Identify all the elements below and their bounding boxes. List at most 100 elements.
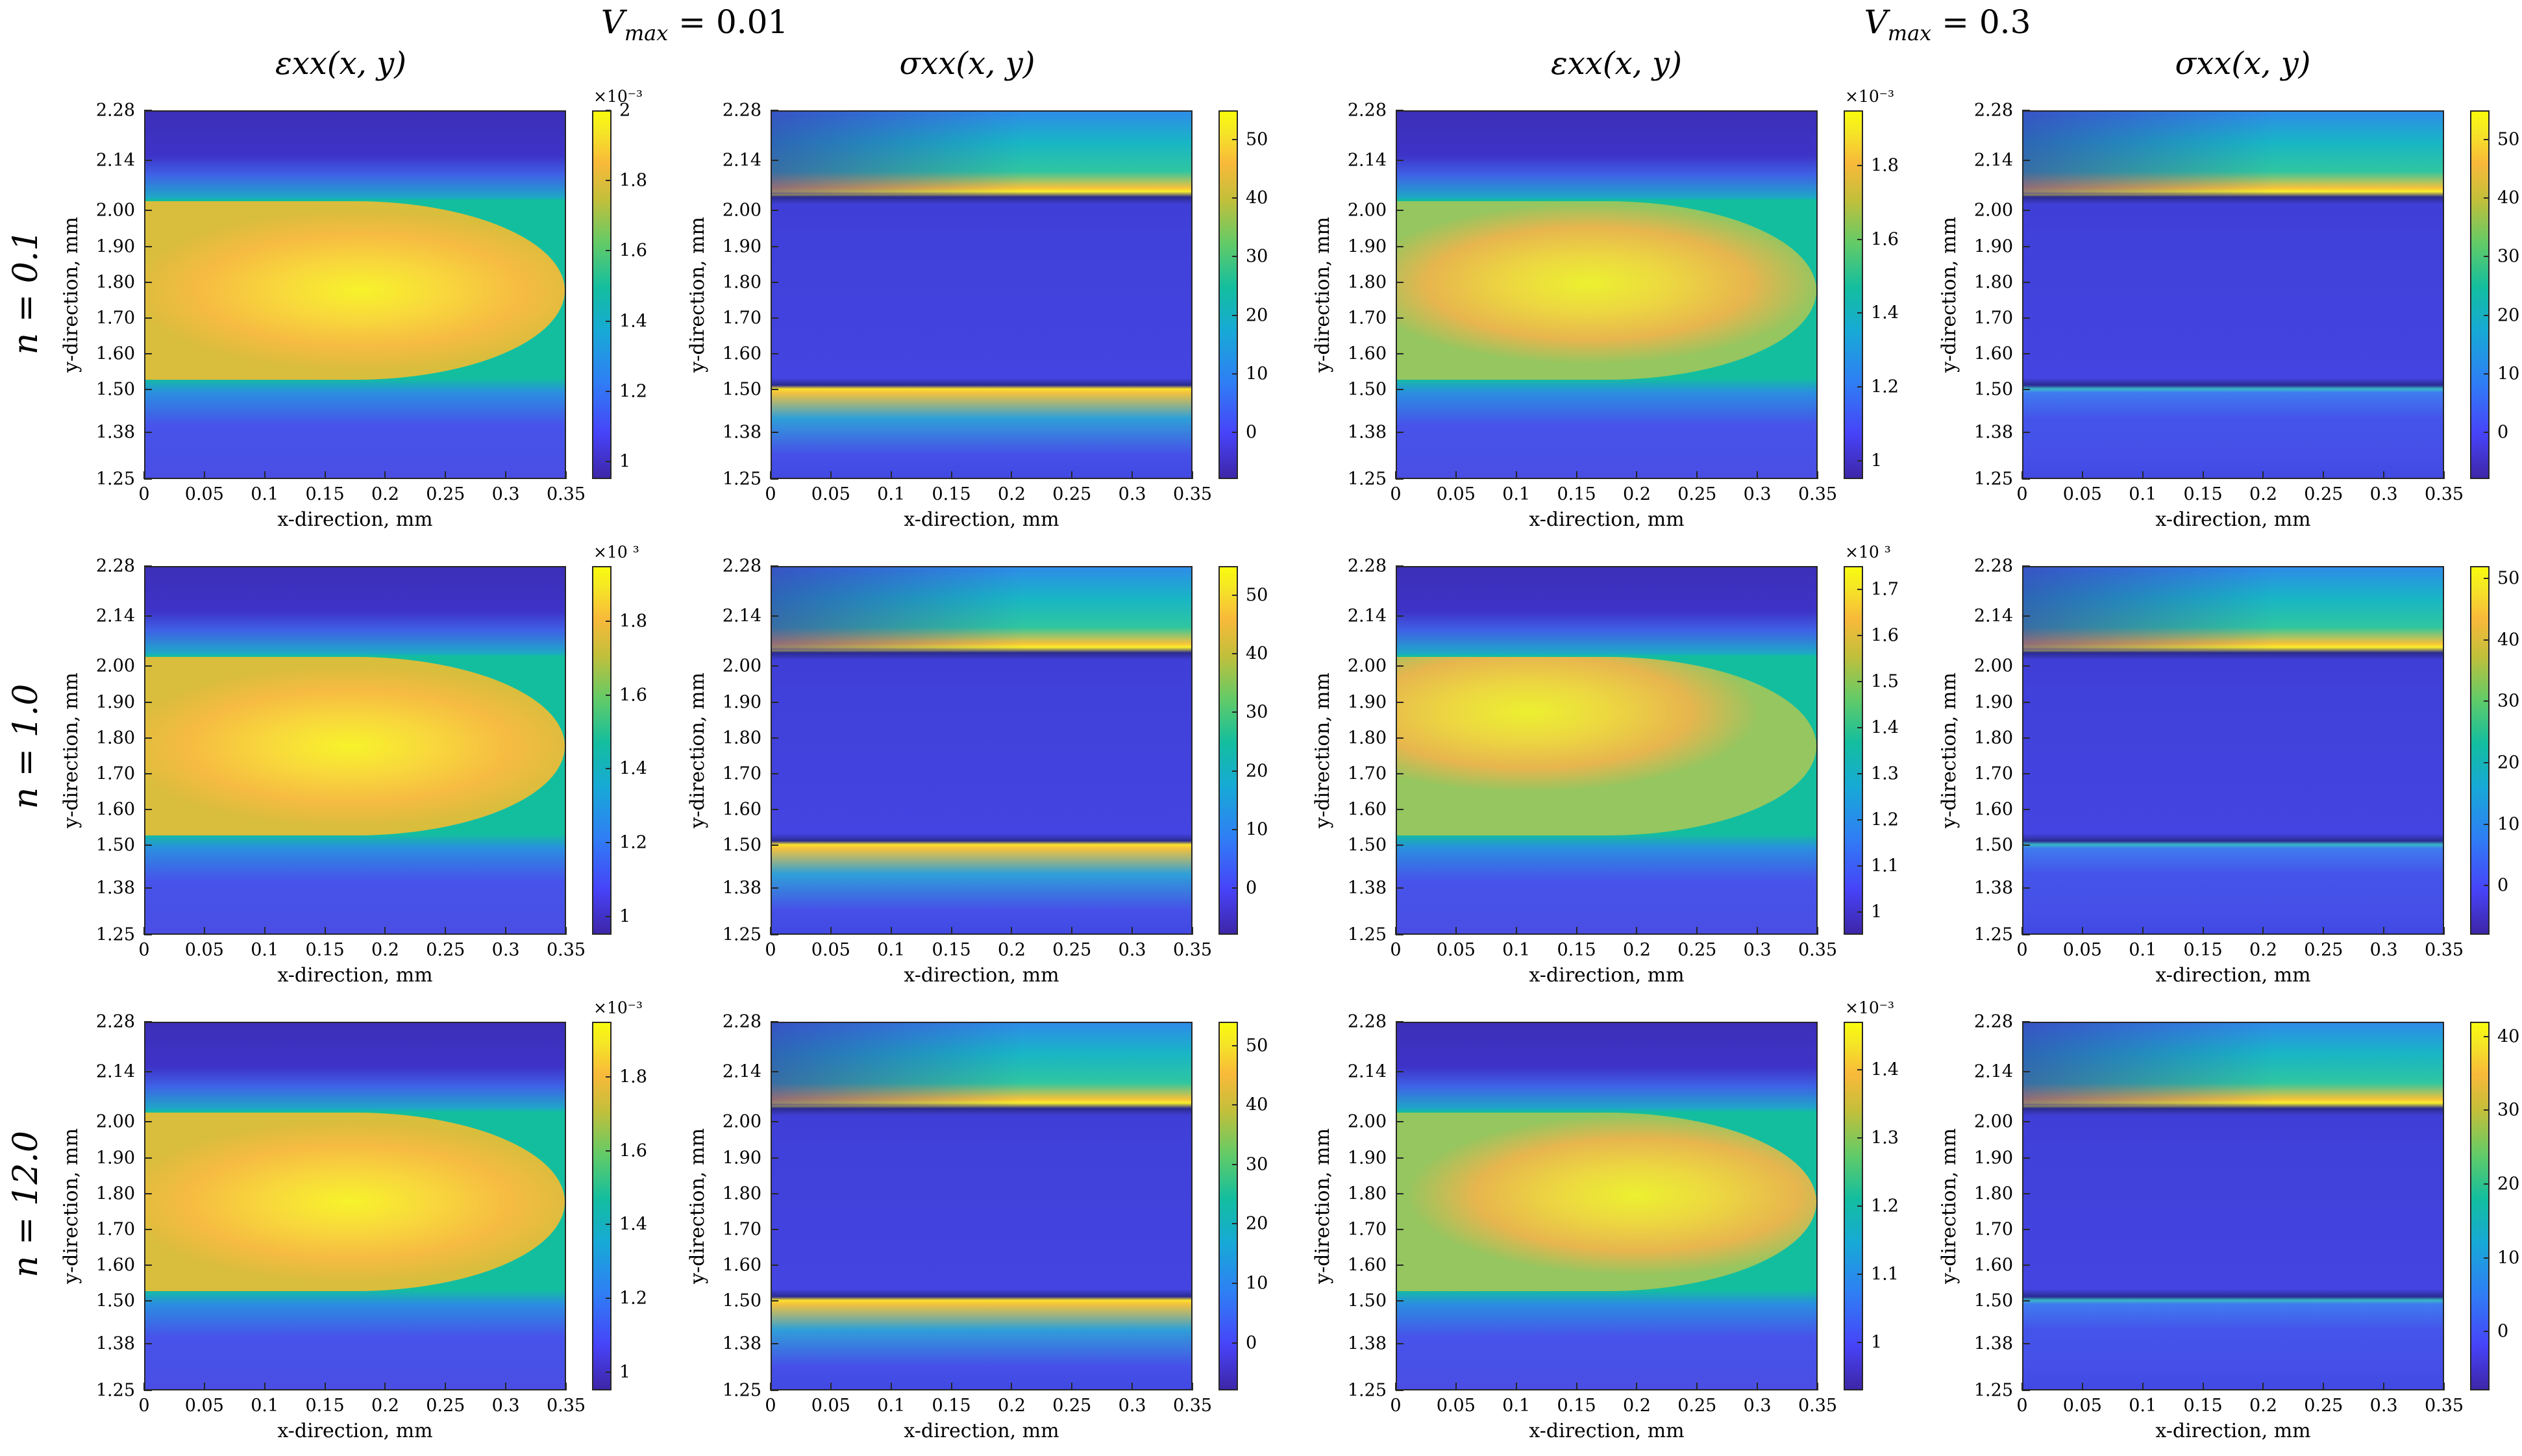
colorbar-r0c1-tick-mark	[1232, 431, 1237, 433]
heatmap-r1c1-ytick-mark	[771, 887, 778, 889]
heatmap-r0c3-ytick-mark	[2022, 389, 2030, 391]
heatmap-r2c1-xtick-mark	[1011, 1383, 1013, 1390]
heatmap-r0c1-ytick-mark	[771, 317, 778, 319]
heatmap-r1c0-ytick-label: 1.25	[95, 924, 135, 945]
heatmap-r2c2-xlabel: x-direction, mm	[1529, 1420, 1685, 1442]
colorbar-r2c1-tick-mark	[1232, 1223, 1237, 1225]
heatmap-r1c0-ytick-mark	[144, 845, 152, 846]
colorbar-r0c1-tick-mark	[1232, 256, 1237, 258]
heatmap-r1c0-ytick-label: 1.90	[95, 692, 135, 713]
colorbar-r2c3-tick-label: 20	[2497, 1174, 2520, 1194]
heatmap-r0c0-xtick-label: 0.05	[184, 484, 224, 504]
heatmap-r1c2-xtick-mark	[1395, 927, 1396, 935]
heatmap-r2c1-ytick-label: 1.60	[722, 1255, 761, 1276]
group-title-vmax-03: Vmax = 0.3	[1864, 3, 2031, 45]
heatmap-r2c0-ytick-mark	[144, 1343, 152, 1345]
heatmap-r1c2	[1396, 566, 1818, 935]
heatmap-r1c2-xtick-label: 0.1	[1502, 940, 1531, 960]
heatmap-r2c3-xtick-label: 0.25	[2304, 1396, 2343, 1416]
heatmap-r1c3-xtick-mark	[2081, 927, 2083, 935]
col-title-0: εxx(x, y)	[275, 45, 407, 82]
colorbar-r1c2-exponent: ×10 ³	[1845, 543, 1891, 561]
colorbar-r1c1-tick-label: 30	[1246, 702, 1268, 722]
heatmap-r2c1-ytick-mark	[771, 1192, 778, 1194]
heatmap-r0c1-xtick-label: 0.25	[1052, 484, 1092, 504]
heatmap-r2c1-ytick-label: 2.14	[722, 1061, 761, 1082]
colorbar-r0c2-tick-label: 1.2	[1871, 376, 1899, 397]
heatmap-r1c3-xtick-mark	[2202, 927, 2204, 935]
heatmap-r1c0-xtick-mark	[203, 927, 205, 935]
heatmap-r0c0-ytick-label: 1.80	[95, 272, 135, 293]
colorbar-r0c1-tick-label: 10	[1246, 364, 1268, 384]
heatmap-r2c0-ytick-label: 2.14	[95, 1061, 135, 1082]
heatmap-r2c3-ytick-label: 1.70	[1973, 1219, 2013, 1240]
heatmap-r0c1-xtick-mark	[890, 471, 892, 479]
heatmap-r2c3-xtick-mark	[2443, 1383, 2445, 1390]
heatmap-r2c0-ylabel: y-direction, mm	[60, 1128, 82, 1284]
heatmap-r2c1-ytick-mark	[771, 1021, 778, 1022]
heatmap-r0c2-xtick-mark	[1757, 471, 1759, 479]
heatmap-r1c2-ytick-mark	[1396, 701, 1403, 703]
colorbar-r2c3	[2470, 1022, 2490, 1390]
heatmap-r0c3-xtick-mark	[2262, 471, 2264, 479]
colorbar-r1c0-tick-mark	[606, 915, 611, 917]
heatmap-r1c2-ytick-label: 1.60	[1347, 799, 1387, 820]
colorbar-r0c0-tick-label: 1.4	[619, 311, 647, 332]
heatmap-r0c3-xtick-mark	[2323, 471, 2325, 479]
colorbar-r1c3-tick-mark	[2484, 639, 2489, 641]
colorbar-r2c1	[1218, 1022, 1238, 1390]
heatmap-r0c1-ytick-mark	[771, 352, 778, 354]
heatmap-r2c1-ytick-label: 1.90	[722, 1148, 761, 1168]
heatmap-r1c2-ylabel: y-direction, mm	[1311, 672, 1334, 828]
heatmap-r2c3-xtick-label: 0.3	[2369, 1396, 2398, 1416]
heatmap-r2c0-ytick-label: 1.90	[95, 1148, 135, 1168]
heatmap-r0c2-ytick-mark	[1396, 478, 1403, 480]
heatmap-r1c0-xtick-label: 0.05	[184, 940, 224, 960]
heatmap-r1c1-ytick-mark	[771, 701, 778, 703]
heatmap-r1c1-ytick-mark	[771, 615, 778, 617]
heatmap-r0c1-upper-band	[772, 112, 1191, 194]
colorbar-r0c1-tick-mark	[1232, 314, 1237, 316]
heatmap-r2c2-xtick-label: 0.3	[1743, 1396, 1772, 1416]
heatmap-r2c2-ytick-mark	[1396, 1192, 1403, 1194]
heatmap-r1c0-xtick-label: 0.2	[371, 940, 399, 960]
heatmap-r0c1-xtick-mark	[950, 471, 952, 479]
heatmap-r0c2-ytick-label: 1.50	[1347, 379, 1387, 400]
heatmap-r2c0-ytick-label: 1.50	[95, 1290, 135, 1311]
heatmap-r2c2-ytick-label: 1.80	[1347, 1183, 1387, 1204]
heatmap-r2c3-ylabel: y-direction, mm	[1938, 1128, 1960, 1284]
heatmap-r2c0-ytick-mark	[144, 1228, 152, 1230]
heatmap-r0c0-ytick-label: 2.14	[95, 150, 135, 171]
heatmap-r0c3-ytick-label: 1.80	[1973, 272, 2013, 293]
heatmap-r0c2-ytick-label: 1.38	[1347, 422, 1387, 443]
heatmap-r2c1	[771, 1022, 1193, 1390]
heatmap-r0c3-ylabel: y-direction, mm	[1938, 217, 1960, 373]
colorbar-r1c2-tick-mark	[1857, 819, 1862, 821]
colorbar-r2c2-tick-mark	[1857, 1274, 1862, 1276]
colorbar-r1c3-tick-label: 30	[2497, 691, 2520, 711]
heatmap-r0c1-ytick-mark	[771, 432, 778, 434]
colorbar-r0c0-tick-mark	[606, 390, 611, 392]
heatmap-r2c3-xtick-label: 0.1	[2129, 1396, 2157, 1416]
heatmap-r1c3-xtick-label: 0.05	[2062, 940, 2102, 960]
heatmap-r0c3-ytick-mark	[2022, 210, 2030, 212]
heatmap-r0c3-xtick-mark	[2383, 471, 2385, 479]
heatmap-r1c0-ytick-mark	[144, 772, 152, 774]
heatmap-r1c1-ytick-label: 1.70	[722, 763, 761, 784]
heatmap-r2c1-ylabel: y-direction, mm	[686, 1128, 709, 1284]
colorbar-r0c2-tick-label: 1.4	[1871, 302, 1899, 323]
colorbar-r2c1-tick-label: 20	[1246, 1213, 1268, 1234]
heatmap-r1c1-ytick-label: 1.90	[722, 692, 761, 713]
heatmap-r0c1-ytick-mark	[771, 281, 778, 283]
colorbar-r2c0-tick-label: 1.4	[619, 1214, 647, 1235]
heatmap-r1c0-ytick-mark	[144, 615, 152, 617]
colorbar-r2c0-tick-label: 1.6	[619, 1141, 647, 1161]
heatmap-r2c2	[1396, 1022, 1818, 1390]
heatmap-r0c0-xtick-mark	[264, 471, 266, 479]
heatmap-r0c2-ytick-label: 1.90	[1347, 236, 1387, 257]
heatmap-r0c0-xtick-label: 0	[138, 484, 150, 504]
heatmap-r1c2-xtick-label: 0.2	[1622, 940, 1651, 960]
colorbar-r2c1-tick-mark	[1232, 1044, 1237, 1046]
colorbar-r2c2-tick-mark	[1857, 1137, 1862, 1139]
heatmap-r1c2-ytick-label: 1.70	[1347, 763, 1387, 784]
